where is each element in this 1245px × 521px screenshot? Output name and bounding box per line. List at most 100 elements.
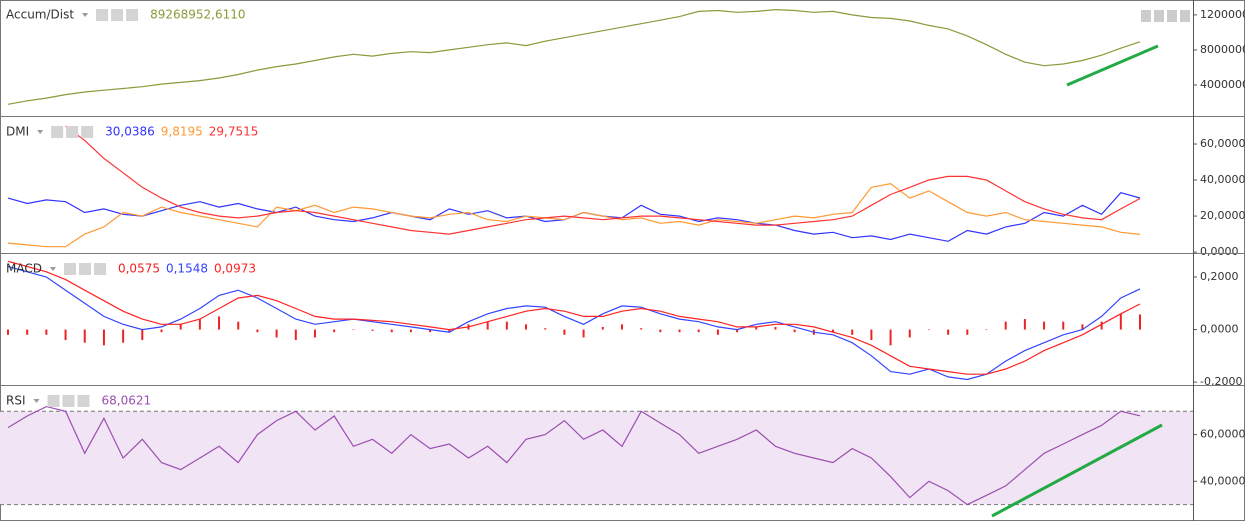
pane-icon[interactable]: [77, 395, 90, 407]
y-tick-label: 40,0000: [1200, 173, 1245, 186]
pane-icon[interactable]: [81, 126, 94, 138]
histogram-bar: [947, 329, 950, 335]
pane-icon[interactable]: [47, 395, 60, 407]
histogram-bar: [832, 329, 835, 333]
series-line: [7, 260, 1141, 375]
histogram-bar: [275, 329, 278, 338]
legend-value: 9,8195: [161, 125, 203, 139]
histogram-bar: [985, 329, 988, 331]
pane-icon[interactable]: [51, 126, 64, 138]
histogram-bar: [870, 329, 873, 341]
title-menu-arrow[interactable]: [37, 130, 44, 134]
histogram-bar: [659, 329, 662, 333]
legend-value: 0,1548: [166, 262, 208, 276]
legend-value: 29,7515: [209, 125, 259, 139]
histogram-bar: [601, 326, 604, 330]
y-tick-label: 120000000: [1200, 8, 1245, 21]
histogram-bar: [697, 329, 700, 333]
histogram-bar: [429, 329, 432, 333]
histogram-bar: [371, 329, 374, 331]
pane-icon[interactable]: [126, 9, 139, 21]
trend-line: [1066, 44, 1159, 87]
histogram-bar: [505, 321, 508, 330]
pane-icon[interactable]: [111, 9, 124, 21]
histogram-bar: [736, 329, 739, 333]
legend-value: 0,0973: [214, 262, 256, 276]
y-tick-label: -0,2000: [1200, 375, 1242, 388]
pane-title: MACD: [6, 262, 42, 276]
histogram-bar: [102, 329, 105, 346]
pane-title: RSI: [6, 394, 26, 408]
series-line: [7, 405, 1141, 506]
pane-button[interactable]: [1154, 10, 1164, 22]
legend-value: 0,0575: [118, 262, 160, 276]
histogram-bar: [1139, 314, 1141, 330]
histogram-bar: [256, 329, 259, 333]
pane-icon[interactable]: [78, 263, 91, 275]
histogram-bar: [45, 329, 48, 335]
y-tick-label: 0,0000: [1200, 323, 1239, 336]
y-tick-label: 60,0000: [1200, 428, 1245, 441]
series-line: [7, 265, 1141, 381]
histogram-bar: [1119, 313, 1122, 330]
histogram-bar: [525, 324, 528, 330]
histogram-bar: [179, 324, 182, 330]
legend-value: 30,0386: [105, 125, 155, 139]
histogram-bar: [64, 329, 67, 341]
pane-title: Accum/Dist: [6, 8, 74, 22]
histogram-bar: [640, 328, 643, 330]
pane-icon[interactable]: [66, 126, 79, 138]
histogram-bar: [774, 326, 777, 330]
series-line: [7, 8, 1141, 105]
histogram-bar: [1004, 321, 1007, 330]
pane-button[interactable]: [1180, 10, 1190, 22]
histogram-bar: [160, 329, 163, 333]
histogram-bar: [83, 329, 86, 343]
histogram-bar: [582, 329, 585, 338]
series-line: [65, 125, 1141, 235]
title-menu-arrow[interactable]: [49, 267, 56, 271]
histogram-bar: [755, 326, 758, 330]
histogram-bar: [927, 329, 930, 331]
histogram-bar: [26, 329, 29, 335]
legend-value: 89268952,6110: [150, 8, 245, 22]
histogram-bar: [1100, 321, 1103, 330]
title-menu-arrow[interactable]: [82, 13, 89, 17]
title-menu-arrow[interactable]: [33, 399, 40, 403]
histogram-bar: [122, 329, 125, 343]
histogram-bar: [294, 329, 297, 341]
histogram-bar: [218, 316, 221, 330]
pane-icon[interactable]: [96, 9, 109, 21]
pane-icon[interactable]: [63, 263, 76, 275]
histogram-bar: [620, 324, 623, 330]
histogram-bar: [793, 329, 796, 333]
histogram-bar: [563, 329, 566, 335]
histogram-bar: [851, 329, 854, 335]
histogram-bar: [237, 321, 240, 330]
pane-icon[interactable]: [62, 395, 75, 407]
histogram-bar: [448, 329, 451, 333]
rsi-band: [0, 411, 1193, 505]
histogram-bar: [7, 329, 9, 335]
histogram-bar: [390, 329, 393, 333]
y-tick-label: 80000000: [1200, 43, 1245, 56]
pane-button[interactable]: [1167, 10, 1177, 22]
trend-line: [991, 423, 1163, 518]
histogram-bar: [486, 321, 489, 330]
histogram-bar: [333, 329, 336, 333]
legend-value: 68,0621: [102, 394, 152, 408]
histogram-bar: [313, 329, 316, 338]
y-tick-label: 0,2000: [1200, 270, 1239, 283]
y-tick-label: 40,0000: [1200, 474, 1245, 487]
pane-button[interactable]: [1141, 10, 1151, 22]
histogram-bar: [141, 329, 144, 341]
histogram-bar: [966, 329, 969, 335]
histogram-bar: [889, 329, 892, 346]
pane-icon[interactable]: [93, 263, 106, 275]
histogram-bar: [1023, 319, 1026, 330]
histogram-bar: [198, 319, 201, 330]
histogram-bar: [908, 329, 911, 338]
histogram-bar: [409, 329, 412, 333]
